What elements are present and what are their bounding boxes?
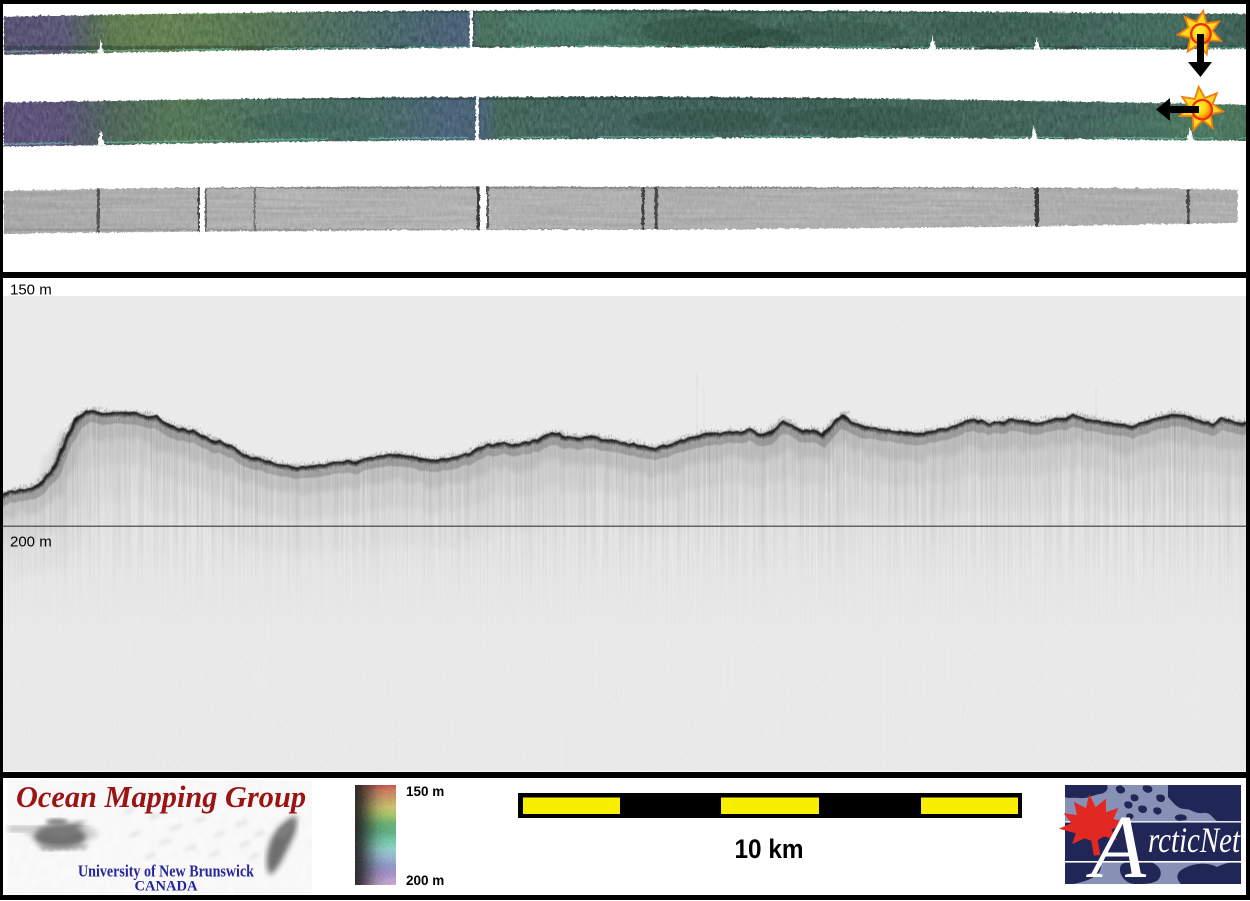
- svg-text:200 m: 200 m: [406, 873, 444, 888]
- svg-text:Ocean Mapping Group: Ocean Mapping Group: [16, 779, 306, 814]
- svg-text:A: A: [1086, 798, 1147, 896]
- svg-text:University of New Brunswick: University of New Brunswick: [78, 862, 255, 881]
- svg-text:rcticNet: rcticNet: [1148, 820, 1241, 860]
- svg-text:200 m: 200 m: [10, 534, 52, 551]
- svg-text:CANADA: CANADA: [135, 879, 198, 895]
- svg-text:150 m: 150 m: [10, 282, 52, 299]
- svg-text:150 m: 150 m: [406, 784, 444, 799]
- svg-text:10 km: 10 km: [735, 834, 804, 864]
